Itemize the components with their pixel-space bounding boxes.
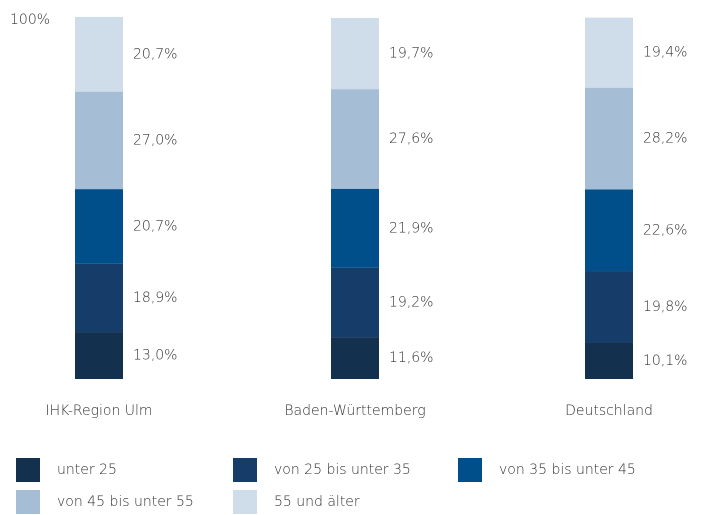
- x-tick-label: Baden-Württemberg: [284, 403, 425, 419]
- bar-segment: [331, 267, 379, 338]
- data-label: 11,6%: [389, 350, 433, 366]
- legend-label: von 25 bis unter 35: [274, 462, 411, 478]
- bar-segment: [585, 189, 633, 272]
- legend-label: von 35 bis unter 45: [499, 462, 636, 478]
- x-tick-label: IHK-Region Ulm: [45, 403, 152, 419]
- legend-swatch: [233, 458, 257, 482]
- data-label: 19,2%: [389, 294, 433, 310]
- data-label: 22,6%: [643, 222, 687, 238]
- x-tick-label: Deutschland: [565, 403, 653, 419]
- y-tick-label: 100%: [10, 12, 50, 28]
- data-label: 21,9%: [389, 220, 433, 236]
- bar-segment: [331, 337, 379, 379]
- bar-segment: [585, 87, 633, 190]
- legend-label: von 45 bis unter 55: [57, 494, 194, 510]
- data-label: 13,0%: [133, 348, 177, 364]
- bar-segment: [75, 16, 123, 92]
- data-label: 20,7%: [133, 46, 177, 62]
- data-label: 19,4%: [643, 45, 687, 61]
- data-label: 20,7%: [133, 218, 177, 234]
- bar-segment: [331, 188, 379, 268]
- bar-segment: [585, 271, 633, 343]
- data-label: 27,0%: [133, 132, 177, 148]
- data-label: 28,2%: [643, 131, 687, 147]
- bar-segment: [585, 17, 633, 88]
- bar-segment: [75, 91, 123, 190]
- bar-segment: [75, 189, 123, 264]
- bar-segment: [75, 332, 123, 379]
- data-label: 18,9%: [133, 290, 177, 306]
- legend-swatch: [233, 490, 257, 514]
- data-label: 27,6%: [389, 131, 433, 147]
- bar-segment: [75, 263, 123, 333]
- legend-swatch: [16, 490, 40, 514]
- data-label: 19,8%: [643, 299, 687, 315]
- legend-label: unter 25: [57, 462, 117, 478]
- legend-label: 55 und älter: [274, 494, 360, 510]
- legend-swatch: [458, 458, 482, 482]
- data-label: 10,1%: [643, 353, 687, 369]
- data-label: 19,7%: [389, 46, 433, 62]
- legend-swatch: [16, 458, 40, 482]
- bar-segment: [331, 18, 379, 90]
- bar-segment: [331, 89, 379, 189]
- bar-segment: [585, 342, 633, 379]
